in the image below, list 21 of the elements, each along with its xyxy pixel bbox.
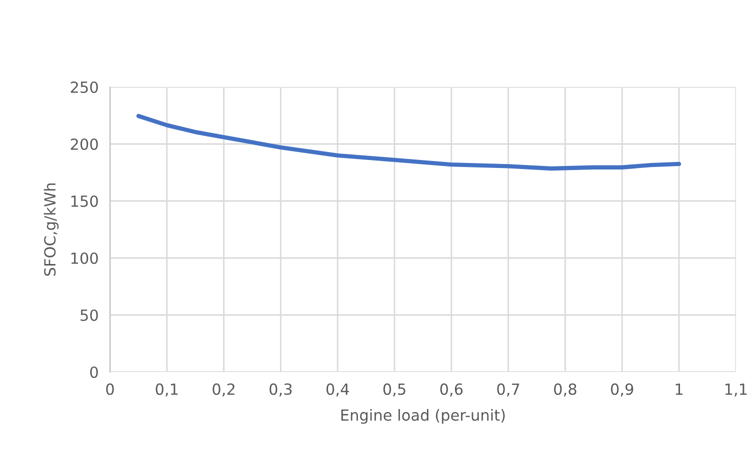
x-tick-label: 0,7 [497,383,520,396]
y-tick-label: 200 [70,138,98,150]
x-axis-title: Engine load (per-unit) [341,409,505,424]
x-tick-label: 0 [106,383,114,395]
y-tick-label: 150 [71,195,98,208]
x-tick-label: 1,1 [725,384,747,396]
x-tick-label: 0,8 [554,383,576,396]
x-tick-label: 1 [676,384,682,395]
y-tick-label: 250 [70,81,98,94]
x-tick-label: 0,6 [440,383,463,396]
x-tick-label: 0,1 [156,383,178,396]
y-tick-label: 100 [71,252,98,264]
x-tick-label: 0,3 [270,383,292,396]
y-tick-label: 0 [90,366,98,378]
y-axis-title: SFOC,g/kWh [44,184,59,276]
x-tick-label: 0,9 [610,383,634,396]
line-series [136,114,682,171]
x-tick-label: 0,5 [383,383,406,396]
x-tick-label: 0,2 [212,383,234,396]
y-tick-label: 50 [80,309,98,322]
x-tick-label: 0,4 [326,383,349,396]
